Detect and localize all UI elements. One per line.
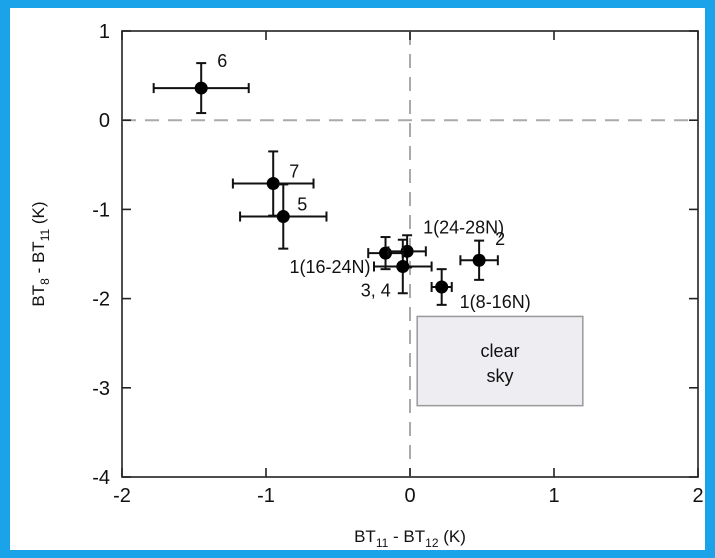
data-point xyxy=(472,253,486,267)
y-tick-label: 1 xyxy=(99,21,110,43)
x-tick-label: 2 xyxy=(692,485,703,507)
point-label: 1(16-24N) xyxy=(289,257,370,277)
x-tick-label: -2 xyxy=(113,485,131,507)
x-tick-label: 1 xyxy=(548,485,559,507)
clear-sky-label: clear xyxy=(480,341,519,361)
point-label: 3, 4 xyxy=(361,280,391,300)
y-tick-label: 0 xyxy=(99,110,110,132)
y-tick-label: -4 xyxy=(92,467,110,489)
data-point xyxy=(396,259,410,273)
point-label: 7 xyxy=(289,162,299,182)
clear-sky-box xyxy=(416,315,584,407)
x-tick-label: -1 xyxy=(257,485,275,507)
x-tick-label: 0 xyxy=(404,485,415,507)
point-label: 1(8-16N) xyxy=(460,292,531,312)
y-tick-label: -3 xyxy=(92,378,110,400)
data-point xyxy=(435,280,449,294)
point-label: 2 xyxy=(495,229,505,249)
y-axis-label: BT8 - BT11 (K) xyxy=(29,201,52,306)
chart-panel: BT11 - BT12 (K) BT8 - BT11 (K) -2 -1 0 1 2 1 0… xyxy=(10,8,705,550)
y-tick-label: -2 xyxy=(92,289,110,311)
data-point xyxy=(379,246,393,260)
data-point xyxy=(266,177,280,191)
x-axis-label: BT11 - BT12 (K) xyxy=(354,527,466,550)
data-point xyxy=(276,210,290,224)
scatter-chart: BT11 - BT12 (K) BT8 - BT11 (K) -2 -1 0 1 2 1 0… xyxy=(29,21,704,550)
data-point xyxy=(400,244,414,258)
data-point xyxy=(194,81,208,95)
point-label: 5 xyxy=(297,195,307,215)
point-label: 1(24-28N) xyxy=(423,217,504,237)
clear-sky-label: sky xyxy=(487,366,514,386)
point-label: 6 xyxy=(217,51,227,71)
y-tick-label: -1 xyxy=(92,199,110,221)
